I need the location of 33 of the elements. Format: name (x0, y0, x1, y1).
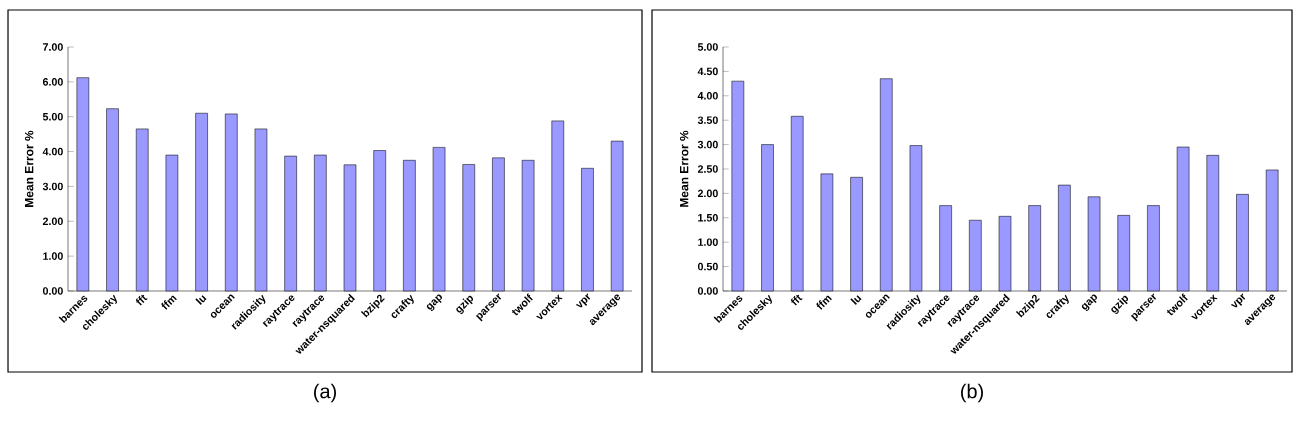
y-tick-label: 1.50 (698, 214, 718, 222)
y-tick-label: 4.50 (697, 67, 718, 76)
x-tick-label: fft (790, 294, 803, 306)
x-tick-label: fft (135, 294, 148, 306)
y-tick-label: 1.00 (43, 252, 63, 260)
x-tick-label: vpr (575, 293, 591, 308)
x-tick-label: lu (195, 295, 207, 305)
y-tick-label: 4.00 (697, 92, 718, 100)
y-tick-label: 4.00 (42, 147, 63, 156)
y-tick-label: 3.00 (42, 182, 63, 191)
y-tick-label: 0.00 (697, 287, 718, 295)
x-tick-label: ffm (816, 295, 832, 310)
y-tick-label: 5.00 (42, 112, 63, 121)
y-tick-label: 0.50 (697, 262, 718, 271)
y-tick-label: 5.00 (697, 43, 718, 51)
text: (a) (314, 383, 336, 403)
y-tick-label: 6.00 (42, 78, 63, 86)
y-axis-title: Mean Error % (679, 130, 689, 207)
x-tick-label: ffm (161, 295, 177, 310)
x-tick-label: gap (426, 294, 442, 312)
text: (b) (961, 383, 983, 403)
x-tick-label: lu (850, 295, 862, 305)
y-tick-label: 3.50 (697, 116, 718, 124)
y-tick-label: 2.50 (697, 165, 718, 173)
y-tick-label: 7.00 (43, 43, 63, 51)
y-tick-label: 2.00 (697, 189, 718, 198)
y-axis-title: Mean Error % (24, 130, 34, 207)
y-tick-label: 1.00 (698, 238, 718, 246)
y-tick-label: 2.00 (42, 217, 63, 226)
y-tick-label: 3.00 (697, 140, 718, 149)
x-tick-label: gap (1081, 294, 1097, 312)
x-tick-label: vpr (1230, 293, 1246, 308)
y-tick-label: 0.00 (42, 287, 63, 295)
